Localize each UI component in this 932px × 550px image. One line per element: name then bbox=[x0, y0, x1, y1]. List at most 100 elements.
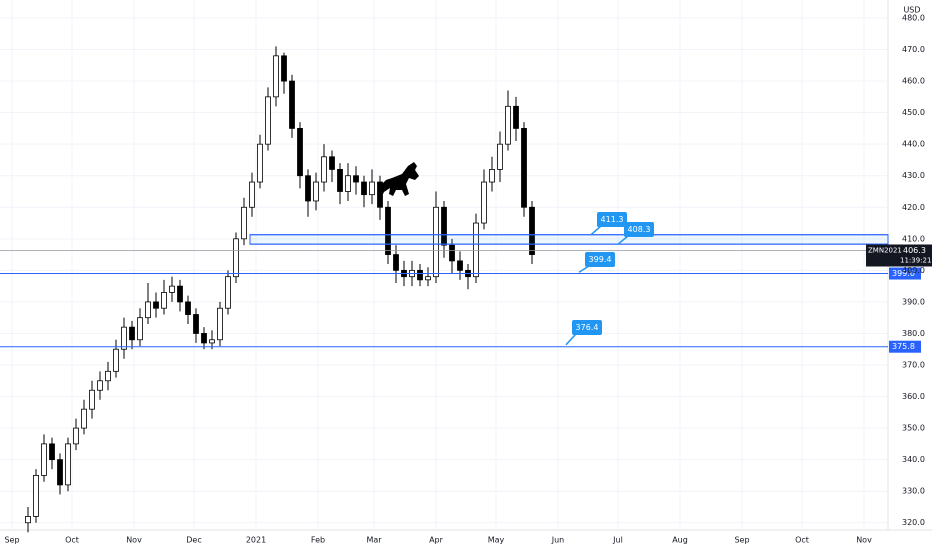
candle-body bbox=[193, 314, 199, 334]
overlay: 399.0 375.8 ZMN2021 406.311:39:21 411.3 408.3… bbox=[0, 212, 932, 353]
x-tick-label: Dec bbox=[186, 536, 201, 545]
candle-body bbox=[65, 443, 71, 486]
candle-body bbox=[281, 55, 287, 82]
candle-body bbox=[433, 206, 439, 278]
x-tick-label: Jul bbox=[612, 536, 623, 545]
candle-body bbox=[265, 96, 271, 145]
callout-label: 411.3 bbox=[601, 215, 624, 224]
y-tick-label: 460.0 bbox=[902, 77, 925, 86]
candle-body bbox=[225, 276, 231, 309]
candle-body bbox=[217, 307, 223, 341]
callout-pointer bbox=[565, 333, 577, 346]
y-tick-label: 360.0 bbox=[902, 392, 925, 401]
x-tick-label: Jun bbox=[551, 536, 565, 545]
candle-body bbox=[209, 339, 215, 344]
x-tick-label: Nov bbox=[126, 536, 142, 545]
level-tag-label: 375.8 bbox=[892, 342, 915, 351]
y-tick-label: 350.0 bbox=[902, 424, 925, 433]
y-tick-label: 320.0 bbox=[902, 518, 925, 527]
y-tick-label: 370.0 bbox=[902, 361, 925, 370]
candle-body bbox=[441, 206, 447, 246]
candle-body bbox=[361, 181, 367, 196]
y-tick-label: 380.0 bbox=[902, 329, 925, 338]
callout-pointer bbox=[590, 225, 602, 236]
candle-body bbox=[241, 206, 247, 240]
candle-body bbox=[185, 301, 191, 315]
candle-body bbox=[73, 427, 79, 445]
callout-box bbox=[585, 252, 615, 267]
y-tick-label: 470.0 bbox=[902, 45, 925, 54]
candle-body bbox=[233, 238, 239, 278]
logo bbox=[378, 162, 419, 198]
x-tick-label: Nov bbox=[856, 536, 872, 545]
candle-body bbox=[33, 475, 39, 517]
x-tick-label: Sep bbox=[734, 536, 749, 545]
candle-body bbox=[169, 285, 175, 293]
candle-body bbox=[153, 301, 159, 309]
y-tick-label: 420.0 bbox=[902, 203, 925, 212]
candle-body bbox=[481, 181, 487, 224]
candle-body bbox=[89, 389, 95, 410]
zone bbox=[249, 234, 889, 245]
candle-body bbox=[97, 380, 103, 391]
candle-body bbox=[521, 127, 527, 208]
x-tick-label: 2021 bbox=[246, 536, 266, 545]
x-tick-label: Sep bbox=[4, 536, 19, 545]
x-tick-label: Oct bbox=[795, 536, 809, 545]
y-tick-label: 480.0 bbox=[902, 13, 925, 22]
last-price-tag bbox=[866, 244, 932, 267]
callout-label: 376.4 bbox=[576, 323, 599, 332]
y-tick-label: 340.0 bbox=[902, 455, 925, 464]
level-tag bbox=[889, 340, 921, 353]
candle-body bbox=[257, 143, 263, 183]
candle-body bbox=[353, 175, 359, 183]
countdown: 11:39:21 bbox=[900, 256, 931, 264]
x-tick-label: May bbox=[488, 536, 505, 545]
y-tick-label: 430.0 bbox=[902, 171, 925, 180]
candle-body bbox=[113, 348, 119, 372]
candle-body bbox=[321, 156, 327, 183]
candle-body bbox=[449, 244, 455, 262]
candle-body bbox=[369, 181, 375, 196]
candle-body bbox=[473, 222, 479, 278]
level-tag bbox=[889, 267, 921, 280]
currency: USD bbox=[903, 6, 920, 15]
callout-pointer bbox=[578, 265, 590, 273]
candle-body bbox=[305, 175, 311, 202]
callout-label: 399.4 bbox=[589, 255, 612, 264]
candle-body bbox=[25, 516, 31, 524]
x-tick-label: Oct bbox=[65, 536, 79, 545]
candle-body bbox=[137, 317, 143, 341]
candle-body bbox=[105, 370, 111, 382]
y-tick-label: 330.0 bbox=[902, 487, 925, 496]
y-tick-label: 440.0 bbox=[902, 140, 925, 149]
candle-body bbox=[513, 105, 519, 129]
candle-body bbox=[177, 285, 183, 303]
grid bbox=[0, 0, 888, 530]
y-tick-label: 410.0 bbox=[902, 234, 925, 243]
candle-body bbox=[49, 443, 55, 461]
y-tick-label: 450.0 bbox=[902, 108, 925, 117]
marks bbox=[25, 46, 535, 533]
candle-body bbox=[529, 206, 535, 255]
candle-body bbox=[393, 254, 399, 271]
x-tick-label: Mar bbox=[366, 536, 382, 545]
callout-box bbox=[572, 320, 602, 335]
candle-body bbox=[345, 175, 351, 192]
candle-body bbox=[57, 459, 63, 486]
candle-body bbox=[121, 326, 127, 350]
candle-body bbox=[249, 181, 255, 208]
callout-box bbox=[597, 212, 627, 227]
x-tick-label: Feb bbox=[311, 536, 325, 545]
level-tag-label: 399.0 bbox=[892, 269, 915, 278]
candle-body bbox=[289, 80, 295, 129]
candle-body bbox=[425, 276, 431, 281]
x-tick-label: Apr bbox=[429, 536, 444, 545]
callout-box bbox=[624, 222, 654, 237]
candle-body bbox=[273, 55, 279, 98]
candle-body bbox=[385, 206, 391, 255]
symbol: ZMN2021 bbox=[868, 246, 902, 254]
candle-body bbox=[161, 292, 167, 309]
callout-label: 408.3 bbox=[628, 225, 651, 234]
candle-body bbox=[313, 181, 319, 202]
